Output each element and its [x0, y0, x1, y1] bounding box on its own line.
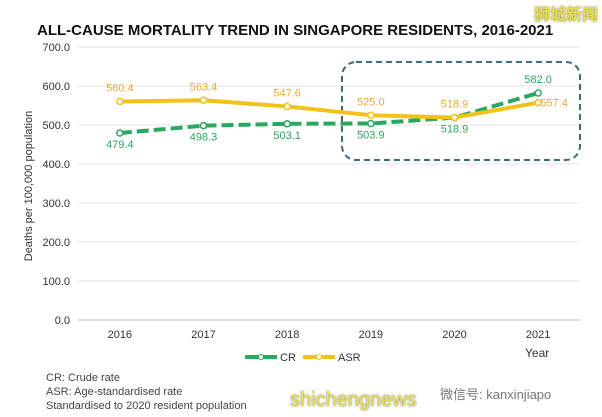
data-point-ASR [116, 97, 124, 106]
legend-marker-ASR [316, 354, 322, 360]
watermark-text: shichengnews [290, 389, 417, 411]
x-tick-label: 2018 [275, 329, 299, 341]
y-tick-label: 500.0 [42, 120, 70, 132]
series-line-ASR [119, 98, 539, 120]
y-tick-label: 300.0 [42, 198, 70, 210]
note-cr: CR: Crude rate [46, 372, 120, 384]
data-label-CR: 518.9 [441, 124, 469, 136]
legend-label: CR [280, 352, 296, 364]
data-point-ASR [450, 113, 459, 122]
data-label-CR: 503.9 [357, 129, 385, 141]
data-label-CR: 503.1 [273, 130, 301, 142]
note-standardised: Standardised to 2020 resident population [46, 400, 247, 412]
data-point-ASR [534, 98, 542, 107]
data-label-ASR: 563.4 [190, 81, 218, 93]
data-label-ASR: 557.4 [540, 98, 568, 110]
data-point-ASR [283, 102, 291, 111]
watermark-logo: 狮城新闻 [533, 7, 598, 24]
data-label-ASR: 560.4 [106, 82, 134, 94]
x-tick-label: 2019 [359, 329, 383, 341]
data-point-ASR [367, 111, 375, 119]
data-point-CR [534, 89, 542, 97]
y-tick-label: 0.0 [55, 315, 70, 327]
data-label-CR: 479.4 [106, 139, 134, 151]
data-label-CR: 498.3 [190, 132, 218, 144]
data-label-ASR: 518.9 [441, 99, 469, 111]
y-tick-label: 100.0 [42, 276, 70, 288]
data-label-ASR: 547.6 [273, 87, 301, 99]
data-point-CR [199, 121, 208, 130]
x-tick-label: 2021 [526, 329, 550, 341]
data-point-ASR [199, 96, 208, 105]
data-label-ASR: 525.0 [357, 96, 385, 108]
x-tick-label: 2020 [442, 329, 466, 341]
note-asr: ASR: Age-standardised rate [46, 386, 183, 398]
y-tick-label: 400.0 [42, 159, 70, 171]
legend-label: ASR [338, 352, 361, 364]
y-tick-label: 200.0 [42, 237, 70, 249]
x-tick-label: 2016 [108, 329, 132, 341]
x-axis-label: Year [525, 346, 550, 360]
x-tick-label: 2017 [191, 329, 215, 341]
y-tick-label: 700.0 [42, 42, 70, 54]
data-point-CR [116, 129, 124, 137]
legend-marker-CR [258, 354, 264, 360]
data-point-CR [283, 120, 291, 128]
data-point-CR [367, 119, 375, 128]
data-label-CR: 582.0 [524, 74, 552, 86]
watermark-wechat: 微信号: kanxinjiapo [440, 387, 552, 402]
y-tick-label: 600.0 [42, 81, 70, 93]
chart-title: ALL-CAUSE MORTALITY TREND IN SINGAPORE R… [37, 22, 554, 39]
